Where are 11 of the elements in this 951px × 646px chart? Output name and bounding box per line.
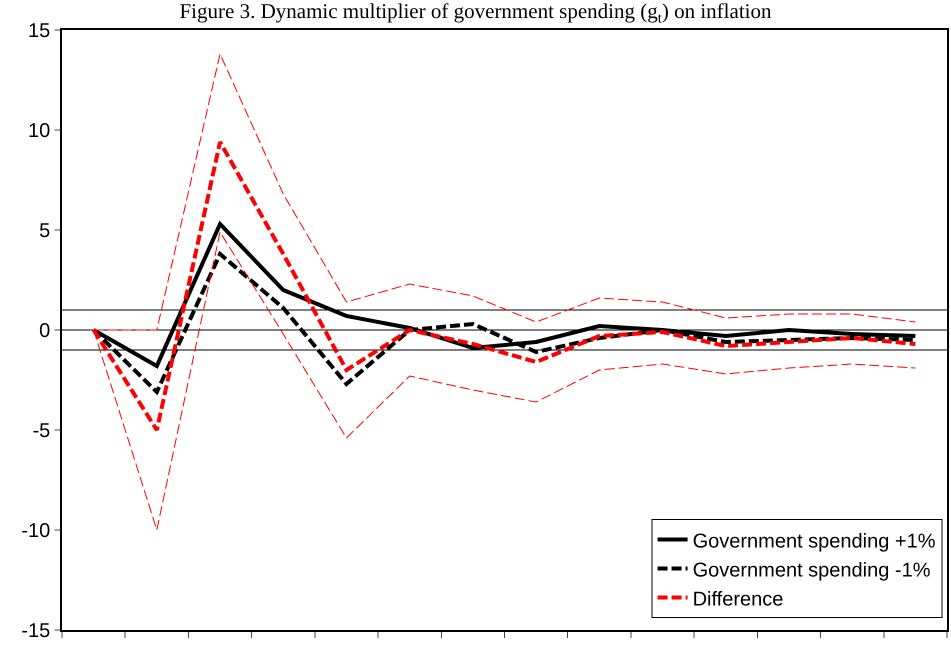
chart-title: Figure 3. Dynamic multiplier of government spending (g$_{t}$) on inflation <box>180 0 772 26</box>
y-tick-label: -15 <box>21 620 50 642</box>
y-tick-label: -5 <box>32 420 50 442</box>
y-tick-label: 10 <box>28 120 50 142</box>
y-tick-label: 0 <box>39 320 50 342</box>
legend-label: Government spending -1% <box>692 559 931 582</box>
y-tick-label: -10 <box>21 520 50 542</box>
legend-label: Difference <box>692 588 784 610</box>
y-tick-label: 5 <box>39 220 50 242</box>
legend-label: Government spending +1% <box>692 530 936 552</box>
y-tick-label: 15 <box>28 20 50 42</box>
